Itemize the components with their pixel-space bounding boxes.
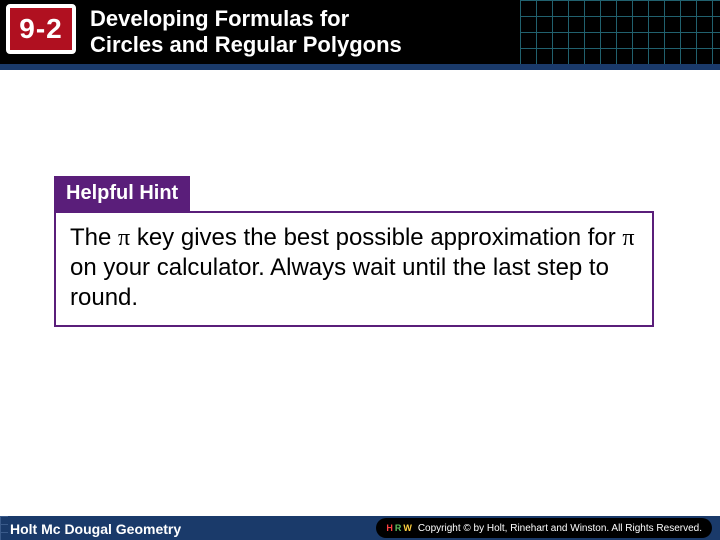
header-underline [0,64,720,70]
title-line-2: Circles and Regular Polygons [90,32,402,58]
logo-h: H [386,523,393,533]
hint-text-3: on your calculator. Always wait until th… [70,254,609,311]
hint-tab: Helpful Hint [54,176,190,211]
page-title: Developing Formulas for Circles and Regu… [90,6,402,58]
hint-body: The π key gives the best possible approx… [54,211,654,327]
footer-grid-decoration [0,516,8,540]
pi-symbol-icon: π [118,225,130,251]
copyright-text: Copyright © by Holt, Rinehart and Winsto… [418,523,702,534]
logo-w: W [403,523,412,533]
copyright-pill: HRW Copyright © by Holt, Rinehart and Wi… [376,518,712,538]
hint-text-2: key gives the best possible approximatio… [130,224,622,251]
footer-brand: Holt Mc Dougal Geometry [10,521,181,537]
header-grid-decoration [520,0,720,64]
section-number: 9-2 [19,13,62,45]
title-line-1: Developing Formulas for [90,6,402,32]
header-bar: 9-2 Developing Formulas for Circles and … [0,0,720,64]
logo-r: R [395,523,402,533]
hint-text-1: The [70,224,118,251]
hrw-logo-icon: HRW [386,523,412,533]
footer-bar: Holt Mc Dougal Geometry HRW Copyright © … [0,516,720,540]
section-badge: 9-2 [6,4,76,54]
slide: 9-2 Developing Formulas for Circles and … [0,0,720,540]
pi-symbol-icon: π [622,225,634,251]
helpful-hint-box: Helpful Hint The π key gives the best po… [54,176,654,327]
